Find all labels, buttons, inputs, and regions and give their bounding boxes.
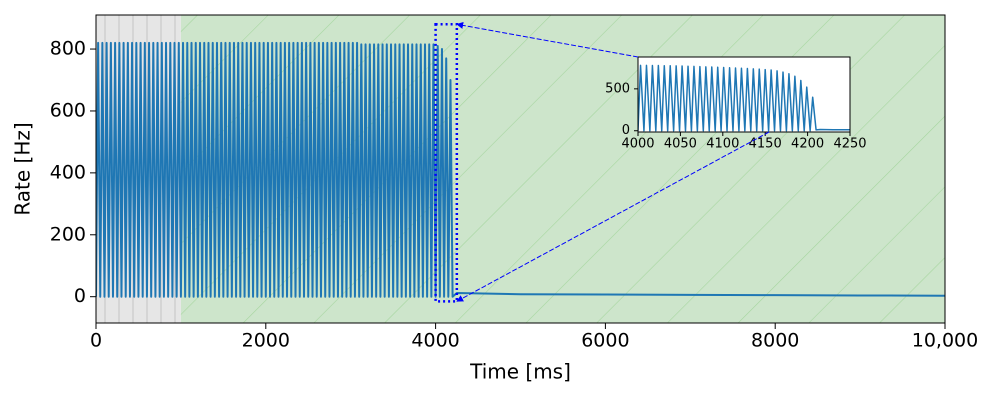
- x-tick-label: 0: [90, 330, 102, 352]
- y-tick-label: 0: [74, 285, 86, 307]
- x-tick-label: 4100: [706, 137, 739, 152]
- x-tick-label: 10,000: [912, 330, 978, 352]
- x-tick-label: 8000: [751, 330, 799, 352]
- x-tick-label: 4150: [749, 137, 782, 152]
- x-tick-label: 6000: [581, 330, 629, 352]
- y-tick-label: 500: [605, 81, 630, 96]
- zoom-connector: [456, 21, 639, 58]
- axes-frame: [95, 14, 946, 324]
- x-tick-label: 2000: [242, 330, 290, 352]
- zoom-box: [434, 23, 459, 303]
- zoom-connector: [456, 131, 770, 302]
- x-tick-label: 4250: [833, 137, 866, 152]
- y-tick-label: 800: [50, 38, 86, 60]
- x-tick-label: 4000: [411, 330, 459, 352]
- x-tick-label: 4000: [621, 137, 654, 152]
- x-tick-label: 4050: [664, 137, 697, 152]
- y-tick-label: 0: [622, 123, 630, 138]
- y-axis-label: Rate [Hz]: [11, 122, 35, 215]
- data-line: [638, 64, 850, 132]
- y-tick-label: 200: [50, 223, 86, 245]
- x-tick-label: 4200: [791, 137, 824, 152]
- x-axis-label: Time [ms]: [469, 360, 571, 384]
- data-line: [96, 41, 945, 298]
- axes-frame: [637, 56, 851, 133]
- y-tick-label: 400: [50, 161, 86, 183]
- y-tick-label: 600: [50, 99, 86, 121]
